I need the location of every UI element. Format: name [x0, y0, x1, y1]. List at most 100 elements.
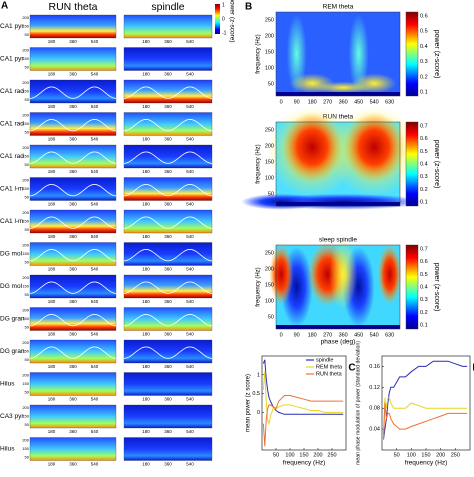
x-tick-label: 540	[186, 267, 194, 272]
colorbar	[405, 121, 419, 207]
colorbar-tick-label: 0.6	[420, 136, 428, 142]
y-tick-label: 200	[265, 266, 274, 272]
heatmap-cell	[123, 112, 213, 136]
heatmap-cell	[29, 112, 117, 136]
colorbar-tick-label: 0.4	[420, 284, 428, 290]
colorbar-tick-label: 0.5	[420, 29, 428, 35]
y-tick-label: 200	[22, 48, 29, 53]
y-tick-label: 150	[22, 316, 29, 321]
heatmap-cell	[123, 339, 213, 364]
heatmap-cell	[29, 14, 117, 39]
panel-letter: A	[1, 1, 8, 12]
phase-curve	[123, 183, 213, 197]
y-tick-label: 150	[22, 446, 29, 451]
phase-curve	[123, 118, 213, 132]
heatmap-cell	[123, 47, 213, 71]
x-tick-label: 50	[394, 452, 400, 458]
heatmap-blob	[286, 14, 307, 94]
x-tick-label: 250	[451, 452, 460, 458]
row-label: Hilus	[0, 446, 15, 453]
legend-label: spindle	[316, 357, 333, 363]
heatmap-cell	[29, 47, 117, 71]
x-tick-label: 360	[69, 462, 77, 467]
y-tick-label: 50	[25, 422, 30, 427]
x-tick-label: 180	[142, 169, 150, 174]
phase-curve	[29, 346, 117, 359]
x-tick-label: 540	[91, 39, 99, 44]
y-axis-label: frequency (Hz)	[256, 34, 262, 73]
colorbar	[405, 244, 419, 330]
colorbar-tick-label: 0.3	[420, 297, 428, 303]
x-tick-label: 180	[142, 234, 150, 239]
x-tick-label: 180	[48, 267, 56, 272]
phase-curve	[29, 86, 117, 99]
phase-curve	[123, 151, 213, 164]
x-tick-label: 360	[69, 72, 77, 77]
x-tick-label: 540	[91, 429, 99, 434]
series-line	[383, 402, 468, 440]
x-tick-label: 630	[385, 332, 394, 338]
x-tick-label: 540	[186, 364, 194, 369]
y-tick-label: 50	[268, 81, 274, 87]
colorbar-tick-label: 0.7	[420, 246, 428, 252]
y-tick-label: 200	[22, 80, 29, 85]
y-tick-label: 200	[22, 438, 29, 443]
y-tick-label: 100	[265, 175, 274, 181]
x-tick-label: 540	[91, 169, 99, 174]
column-title: RUN theta	[48, 1, 97, 13]
heatmap-frame	[275, 11, 401, 97]
x-tick-label: 540	[91, 462, 99, 467]
panel-letter: B	[245, 2, 252, 13]
y-tick-label: 200	[22, 373, 29, 378]
x-tick-label: 270	[323, 332, 332, 338]
x-tick-label: 360	[164, 234, 172, 239]
y-tick-label: 150	[265, 49, 274, 55]
x-tick-label: 180	[142, 137, 150, 142]
y-tick-label: 150	[22, 186, 29, 191]
heatmap-blob	[348, 14, 369, 94]
x-tick-label: 180	[48, 429, 56, 434]
y-tick-label: 150	[22, 381, 29, 386]
x-tick-label: 540	[186, 234, 194, 239]
row-label: Hilus	[0, 381, 15, 388]
x-tick-label: 540	[186, 332, 194, 337]
heatmap-cell	[29, 437, 117, 461]
y-tick-label: 0.16	[369, 364, 380, 370]
x-tick-label: 540	[91, 299, 99, 304]
x-tick-label: 360	[164, 332, 172, 337]
x-tick-label: 540	[186, 39, 194, 44]
x-tick-label: 360	[69, 39, 77, 44]
y-tick-label: 50	[25, 357, 30, 362]
row-label: DG gran	[0, 316, 25, 323]
heatmap-cell	[29, 339, 117, 364]
x-tick-label: 360	[69, 169, 77, 174]
x-tick-label: 360	[164, 429, 172, 434]
x-tick-label: 180	[142, 202, 150, 207]
heatmap-cell	[29, 144, 117, 169]
y-tick-label: 50	[25, 195, 30, 200]
x-tick-label: 540	[91, 202, 99, 207]
y-tick-label: 200	[22, 15, 29, 20]
phase-curve	[29, 118, 117, 132]
x-tick-label: 360	[69, 234, 77, 239]
colorbar-tick-label: 0.3	[420, 174, 428, 180]
y-tick-label: 250	[265, 250, 274, 256]
panel-letter: C	[348, 363, 355, 374]
panel-letter: D	[472, 363, 474, 374]
heatmap-cell	[123, 242, 213, 266]
heatmap-blob	[344, 112, 405, 183]
heatmap-cell	[29, 242, 117, 266]
x-tick-label: 180	[48, 72, 56, 77]
colorbar	[215, 4, 220, 34]
x-tick-label: 360	[69, 429, 77, 434]
y-tick-label: 1	[257, 372, 260, 378]
heatmap-floor	[276, 202, 400, 206]
x-tick-label: 180	[48, 299, 56, 304]
y-tick-label: 200	[265, 143, 274, 149]
y-tick-label: 200	[22, 178, 29, 183]
y-tick-label: 100	[265, 298, 274, 304]
x-tick-label: 180	[48, 104, 56, 109]
colorbar-tick-label: -1	[222, 30, 227, 36]
y-tick-label: 200	[22, 113, 29, 118]
row-label: CA1 pyr	[0, 23, 24, 30]
